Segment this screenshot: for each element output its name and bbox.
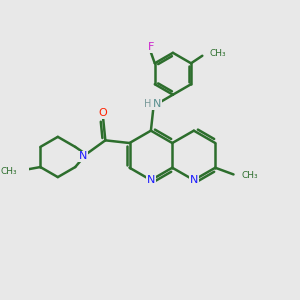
- Text: N: N: [190, 175, 198, 185]
- Text: CH₃: CH₃: [0, 167, 17, 176]
- Text: H: H: [144, 99, 152, 109]
- Text: N: N: [153, 99, 161, 109]
- Text: N: N: [147, 175, 155, 185]
- Text: F: F: [148, 42, 154, 52]
- Text: O: O: [99, 108, 108, 118]
- Text: CH₃: CH₃: [210, 49, 226, 58]
- Text: N: N: [79, 152, 87, 161]
- Text: CH₃: CH₃: [241, 171, 258, 180]
